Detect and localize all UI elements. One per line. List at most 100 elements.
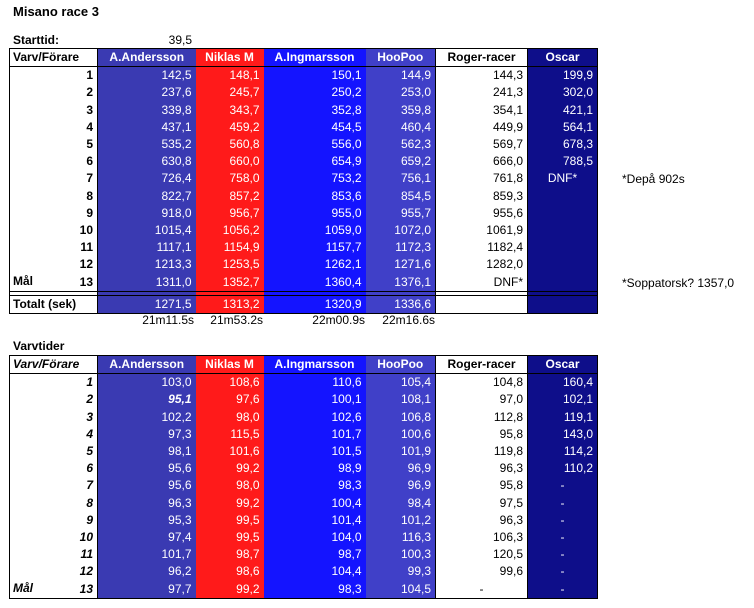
cell-hoopoo[interactable]: 1271,6 (365, 256, 436, 274)
lap-number[interactable]: 5 (9, 135, 98, 154)
cell-niklas[interactable]: 560,8 (195, 135, 264, 154)
lap-number[interactable]: 4 (9, 425, 98, 443)
cell-oscar[interactable]: 160,4 (527, 373, 598, 392)
cell-ingmarsson[interactable]: 102,6 (263, 408, 366, 426)
cell-andersson[interactable]: 97,3 (97, 425, 196, 443)
cell-roger[interactable]: 120,5 (435, 546, 528, 564)
cell-andersson[interactable]: 1015,4 (97, 221, 196, 240)
cell-ingmarsson[interactable]: 1059,0 (263, 221, 366, 240)
cell-ingmarsson[interactable]: 101,5 (263, 442, 366, 461)
cell-andersson[interactable]: 97,7 (97, 580, 196, 599)
cell-hoopoo[interactable]: 359,8 (365, 101, 436, 119)
header-label[interactable]: Varv/Förare (9, 354, 98, 375)
cell-hoopoo[interactable]: 105,4 (365, 373, 436, 392)
cell-ingmarsson[interactable]: 98,3 (263, 477, 366, 495)
lap-number[interactable]: 8 (9, 494, 98, 512)
cell-ingmarsson[interactable]: 98,9 (263, 460, 366, 478)
total-oscar[interactable] (527, 294, 598, 314)
header-andersson[interactable]: A.Andersson (97, 354, 196, 375)
cell-niklas[interactable]: 343,7 (195, 101, 264, 119)
lap-number[interactable]: 5 (9, 442, 98, 461)
cell-niklas[interactable]: 97,6 (195, 391, 264, 409)
cell-andersson[interactable]: 142,5 (97, 66, 196, 85)
cell-ingmarsson[interactable]: 352,8 (263, 101, 366, 119)
cell-oscar[interactable]: 421,1 (527, 101, 598, 119)
cell-niklas[interactable]: 245,7 (195, 84, 264, 102)
cell-hoopoo[interactable]: 116,3 (365, 528, 436, 547)
header-roger[interactable]: Roger-racer (435, 354, 528, 375)
cell-niklas[interactable]: 101,6 (195, 442, 264, 461)
cell-roger[interactable]: 106,3 (435, 528, 528, 547)
cell-oscar[interactable]: - (527, 580, 598, 599)
header-andersson[interactable]: A.Andersson (97, 47, 196, 68)
cell-roger[interactable]: 761,8 (435, 170, 528, 188)
lap-number[interactable]: 10 (9, 528, 98, 547)
cell-andersson[interactable]: 97,4 (97, 528, 196, 547)
lap-number[interactable]: 9 (9, 204, 98, 222)
cell-oscar[interactable] (527, 221, 598, 240)
cell-roger[interactable]: 354,1 (435, 101, 528, 119)
cell-niklas[interactable]: 98,7 (195, 546, 264, 564)
cell-andersson[interactable]: 95,6 (97, 460, 196, 478)
cell-ingmarsson[interactable]: 104,0 (263, 528, 366, 547)
cell-andersson[interactable]: 726,4 (97, 170, 196, 188)
lap-number[interactable]: 7 (9, 477, 98, 495)
total-andersson[interactable]: 1271,5 (97, 294, 196, 314)
cell-andersson[interactable]: 822,7 (97, 187, 196, 205)
cell-oscar[interactable]: 302,0 (527, 84, 598, 102)
lap-number[interactable]: 9 (9, 511, 98, 529)
cell-niklas[interactable]: 857,2 (195, 187, 264, 205)
cell-ingmarsson[interactable]: 556,0 (263, 135, 366, 154)
cell-hoopoo[interactable]: 854,5 (365, 187, 436, 205)
cell-andersson[interactable]: 1311,0 (97, 273, 196, 292)
cell-ingmarsson[interactable]: 110,6 (263, 373, 366, 392)
cell-ingmarsson[interactable]: 98,7 (263, 546, 366, 564)
cell-hoopoo[interactable]: 96,9 (365, 477, 436, 495)
lap-number[interactable]: 10 (9, 221, 98, 240)
cell-oscar[interactable]: - (527, 494, 598, 512)
cell-roger[interactable]: 859,3 (435, 187, 528, 205)
cell-oscar[interactable] (527, 187, 598, 205)
cell-hoopoo[interactable]: 99,3 (365, 563, 436, 581)
header-oscar[interactable]: Oscar (527, 354, 598, 375)
cell-ingmarsson[interactable]: 454,5 (263, 118, 366, 136)
cell-oscar[interactable]: - (527, 511, 598, 529)
cell-hoopoo[interactable]: 1072,0 (365, 221, 436, 240)
cell-andersson[interactable]: 630,8 (97, 153, 196, 171)
cell-niklas[interactable]: 1352,7 (195, 273, 264, 292)
cell-oscar[interactable]: 199,9 (527, 66, 598, 85)
lap-number[interactable]: 2 (9, 391, 98, 409)
lap-number[interactable]: 7 (9, 170, 98, 188)
cell-hoopoo[interactable]: 1376,1 (365, 273, 436, 292)
cell-oscar[interactable] (527, 204, 598, 222)
cell-oscar[interactable]: DNF* (527, 170, 598, 188)
cell-roger[interactable]: 955,6 (435, 204, 528, 222)
cell-hoopoo[interactable]: 100,3 (365, 546, 436, 564)
lap-number[interactable]: 12 (9, 563, 98, 581)
header-ingmarsson[interactable]: A.Ingmarsson (263, 47, 366, 68)
cell-roger[interactable]: - (435, 580, 528, 599)
cell-hoopoo[interactable]: 1172,3 (365, 239, 436, 257)
cell-oscar[interactable]: 114,2 (527, 442, 598, 461)
cell-roger[interactable]: 104,8 (435, 373, 528, 392)
header-oscar[interactable]: Oscar (527, 47, 598, 68)
cell-hoopoo[interactable]: 98,4 (365, 494, 436, 512)
cell-ingmarsson[interactable]: 853,6 (263, 187, 366, 205)
cell-niklas[interactable]: 956,7 (195, 204, 264, 222)
cell-oscar[interactable]: 143,0 (527, 425, 598, 443)
cell-ingmarsson[interactable]: 753,2 (263, 170, 366, 188)
cell-niklas[interactable]: 108,6 (195, 373, 264, 392)
cell-roger[interactable]: 96,3 (435, 460, 528, 478)
cell-hoopoo[interactable]: 253,0 (365, 84, 436, 102)
total-hoopoo[interactable]: 1336,6 (365, 294, 436, 314)
cell-oscar[interactable]: - (527, 477, 598, 495)
cell-ingmarsson[interactable]: 1262,1 (263, 256, 366, 274)
cell-andersson[interactable]: 103,0 (97, 373, 196, 392)
cell-hoopoo[interactable]: 101,9 (365, 442, 436, 461)
lap-number[interactable]: 6 (9, 460, 98, 478)
cell-oscar[interactable]: - (527, 528, 598, 547)
cell-roger[interactable]: 95,8 (435, 425, 528, 443)
lap-number[interactable]: 6 (9, 153, 98, 171)
lap-number[interactable]: 8 (9, 187, 98, 205)
header-niklas[interactable]: Niklas M (195, 47, 264, 68)
